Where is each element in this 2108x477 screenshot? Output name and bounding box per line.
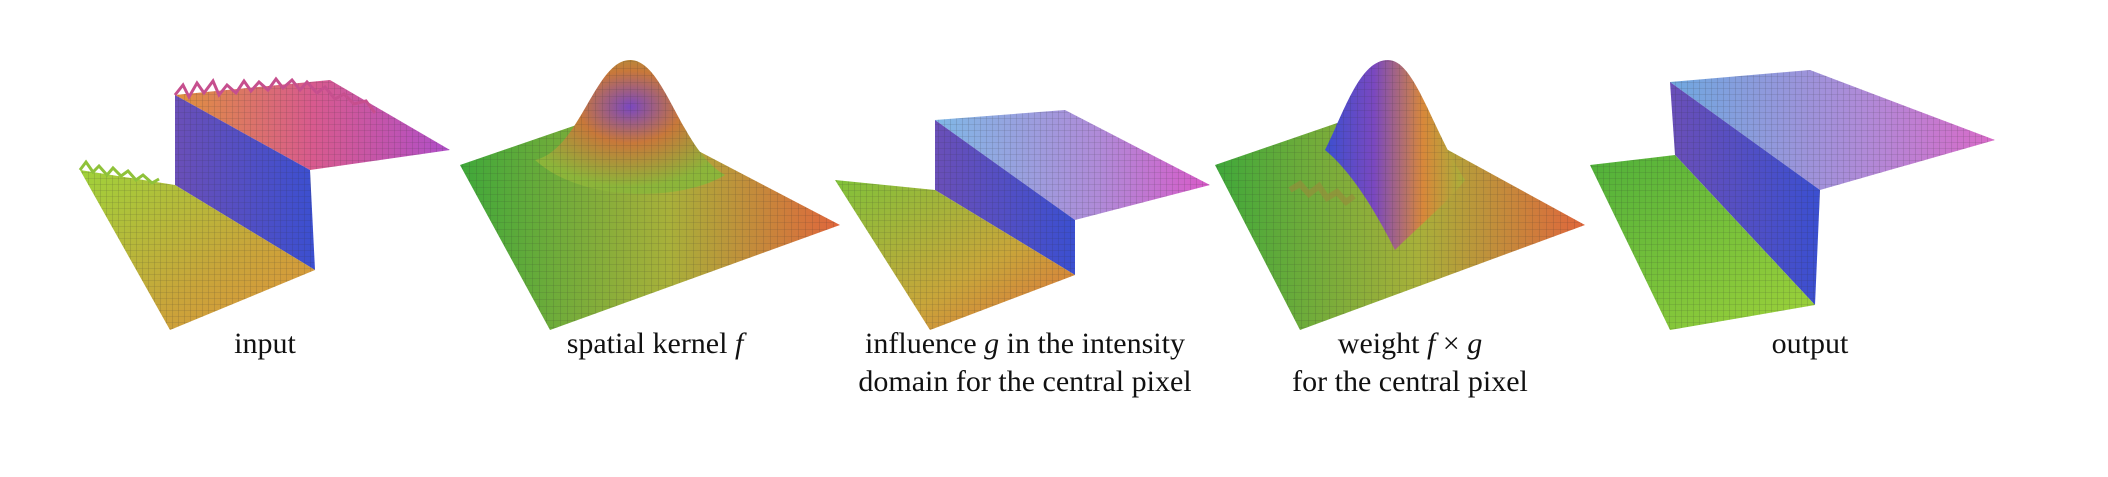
caption-line: influence g in the intensity <box>815 325 1235 363</box>
math-symbol: f <box>734 327 744 360</box>
half-gaussian-surface-icon <box>1215 60 1585 330</box>
caption-text: domain for the central pixel <box>858 365 1192 398</box>
caption-line: output <box>1640 325 1980 363</box>
panel-influence <box>830 40 1220 460</box>
math-symbol: g <box>1467 327 1483 360</box>
caption-influence: influence g in the intensity domain for t… <box>815 325 1235 401</box>
caption-text: spatial kernel <box>566 327 735 360</box>
smoothed-step-surface-icon <box>1590 70 1995 330</box>
influence-step-surface-icon <box>835 110 1210 330</box>
caption-text: input <box>234 327 296 360</box>
panel-output <box>1585 40 2005 460</box>
caption-text: for the central pixel <box>1292 365 1528 398</box>
caption-text: weight <box>1337 327 1427 360</box>
caption-text: × <box>1435 327 1468 360</box>
caption-line: weight f × g <box>1215 325 1605 363</box>
caption-text: influence <box>865 327 985 360</box>
gaussian-bump-surface-icon <box>460 60 840 330</box>
caption-text: output <box>1771 327 1849 360</box>
math-symbol: g <box>984 327 1000 360</box>
panel-spatial-kernel <box>455 40 845 460</box>
caption-weight: weight f × g for the central pixel <box>1215 325 1605 401</box>
panel-weight <box>1210 40 1600 460</box>
caption-text: in the intensity <box>999 327 1185 360</box>
caption-input: input <box>95 325 435 363</box>
caption-output: output <box>1640 325 1980 363</box>
math-symbol: f <box>1426 327 1436 360</box>
caption-line: spatial kernel f <box>460 325 850 363</box>
caption-line: domain for the central pixel <box>815 363 1235 401</box>
caption-line: input <box>95 325 435 363</box>
noisy-step-surface-icon <box>78 76 450 330</box>
caption-line: for the central pixel <box>1215 363 1605 401</box>
panel-input <box>70 40 460 460</box>
caption-spatial-kernel: spatial kernel f <box>460 325 850 363</box>
